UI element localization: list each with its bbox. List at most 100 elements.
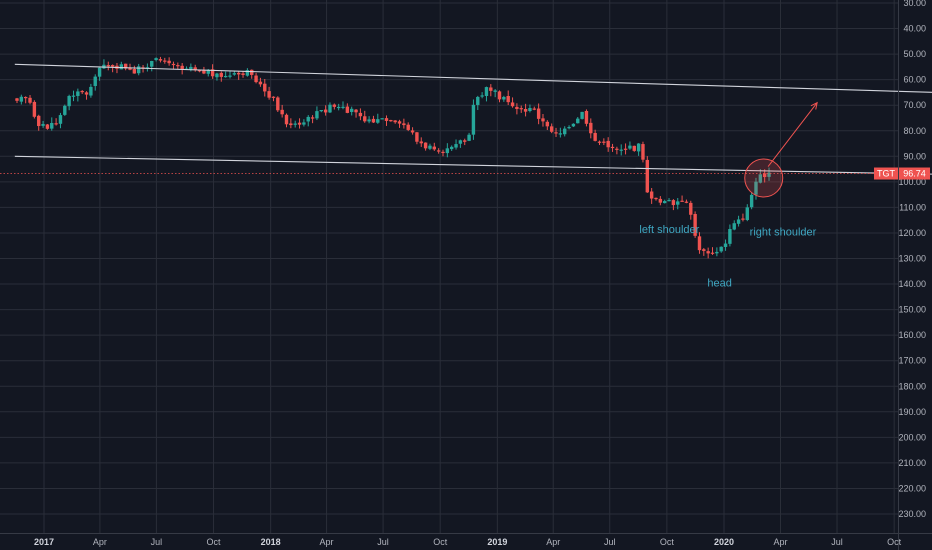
candle[interactable] — [623, 143, 628, 155]
candle-body[interactable] — [593, 132, 597, 141]
candle-body[interactable] — [89, 86, 93, 96]
candle-body[interactable] — [176, 65, 180, 67]
candle-body[interactable] — [341, 106, 345, 108]
candle[interactable] — [536, 103, 541, 125]
candle-body[interactable] — [523, 108, 528, 112]
candle[interactable] — [54, 118, 58, 126]
candle[interactable] — [319, 109, 323, 113]
candle[interactable] — [323, 105, 328, 116]
candle[interactable] — [367, 116, 371, 124]
candle-body[interactable] — [706, 251, 710, 254]
candle[interactable] — [602, 138, 606, 146]
candle-body[interactable] — [271, 96, 276, 98]
candle[interactable] — [728, 224, 732, 247]
candle-body[interactable] — [519, 108, 523, 110]
candle-body[interactable] — [332, 104, 337, 107]
candle[interactable] — [580, 111, 584, 120]
candle-body[interactable] — [454, 144, 458, 148]
candle[interactable] — [384, 115, 389, 126]
candle[interactable] — [676, 197, 680, 210]
candle[interactable] — [762, 169, 767, 183]
candle[interactable] — [502, 95, 506, 102]
candle-body[interactable] — [123, 63, 128, 69]
candle[interactable] — [428, 143, 432, 151]
candle-body[interactable] — [393, 120, 397, 123]
candle[interactable] — [71, 90, 76, 102]
candle[interactable] — [454, 139, 458, 150]
candle-body[interactable] — [606, 140, 610, 148]
candle[interactable] — [410, 127, 415, 135]
candle-body[interactable] — [745, 207, 749, 221]
candle-body[interactable] — [19, 96, 24, 102]
candle[interactable] — [402, 118, 406, 129]
candle[interactable] — [150, 60, 154, 72]
candle-body[interactable] — [128, 67, 132, 70]
candle[interactable] — [658, 196, 663, 206]
candle-body[interactable] — [632, 145, 636, 151]
candle-body[interactable] — [580, 111, 584, 119]
candle-body[interactable] — [97, 67, 102, 77]
candle[interactable] — [628, 141, 632, 150]
candle-body[interactable] — [536, 108, 541, 119]
candle-body[interactable] — [289, 123, 293, 126]
candle[interactable] — [32, 100, 37, 119]
candle[interactable] — [745, 204, 749, 222]
candle[interactable] — [549, 123, 554, 134]
candle-body[interactable] — [515, 106, 519, 109]
candle[interactable] — [719, 246, 723, 253]
candle[interactable] — [210, 64, 215, 79]
candle[interactable] — [615, 146, 619, 155]
candle[interactable] — [541, 113, 545, 127]
candle[interactable] — [293, 120, 297, 128]
candle-body[interactable] — [615, 148, 619, 150]
candle-body[interactable] — [154, 58, 158, 61]
candle-body[interactable] — [215, 73, 219, 78]
candle[interactable] — [671, 199, 676, 211]
candle[interactable] — [132, 65, 137, 74]
candle-body[interactable] — [32, 101, 37, 117]
candle-body[interactable] — [376, 119, 380, 123]
candle-body[interactable] — [719, 246, 723, 252]
candle[interactable] — [158, 56, 163, 63]
candle-body[interactable] — [76, 91, 80, 96]
candle[interactable] — [310, 115, 315, 124]
candle[interactable] — [593, 129, 597, 142]
candle[interactable] — [302, 119, 306, 127]
candle-body[interactable] — [619, 149, 623, 151]
candle[interactable] — [441, 149, 445, 157]
candle-body[interactable] — [671, 200, 676, 206]
candle[interactable] — [610, 143, 615, 152]
candle-body[interactable] — [589, 122, 593, 134]
candle-body[interactable] — [189, 66, 193, 70]
candle-body[interactable] — [702, 249, 706, 251]
candle[interactable] — [171, 61, 176, 70]
candle-body[interactable] — [762, 173, 767, 178]
candle-body[interactable] — [554, 132, 558, 134]
candle[interactable] — [463, 138, 467, 146]
candle[interactable] — [406, 122, 410, 132]
projection-arrow[interactable] — [767, 102, 818, 167]
candle-body[interactable] — [645, 159, 650, 193]
candle[interactable] — [506, 90, 510, 106]
candle-body[interactable] — [567, 127, 571, 129]
candle-body[interactable] — [50, 122, 54, 129]
candle-body[interactable] — [367, 119, 371, 122]
candle[interactable] — [432, 142, 437, 151]
candle-body[interactable] — [93, 76, 97, 86]
candle[interactable] — [93, 74, 97, 91]
candle-body[interactable] — [584, 110, 589, 124]
candle-body[interactable] — [571, 123, 576, 127]
candle-body[interactable] — [676, 201, 680, 205]
candle-body[interactable] — [336, 106, 341, 109]
candle[interactable] — [80, 90, 84, 95]
candle-body[interactable] — [419, 141, 423, 144]
candle-body[interactable] — [628, 145, 632, 149]
candle[interactable] — [37, 114, 41, 131]
candle-body[interactable] — [241, 73, 245, 75]
candle[interactable] — [528, 104, 532, 113]
candle[interactable] — [576, 116, 580, 124]
candle-body[interactable] — [306, 116, 310, 122]
candle-body[interactable] — [489, 87, 493, 91]
candle-body[interactable] — [297, 122, 302, 125]
